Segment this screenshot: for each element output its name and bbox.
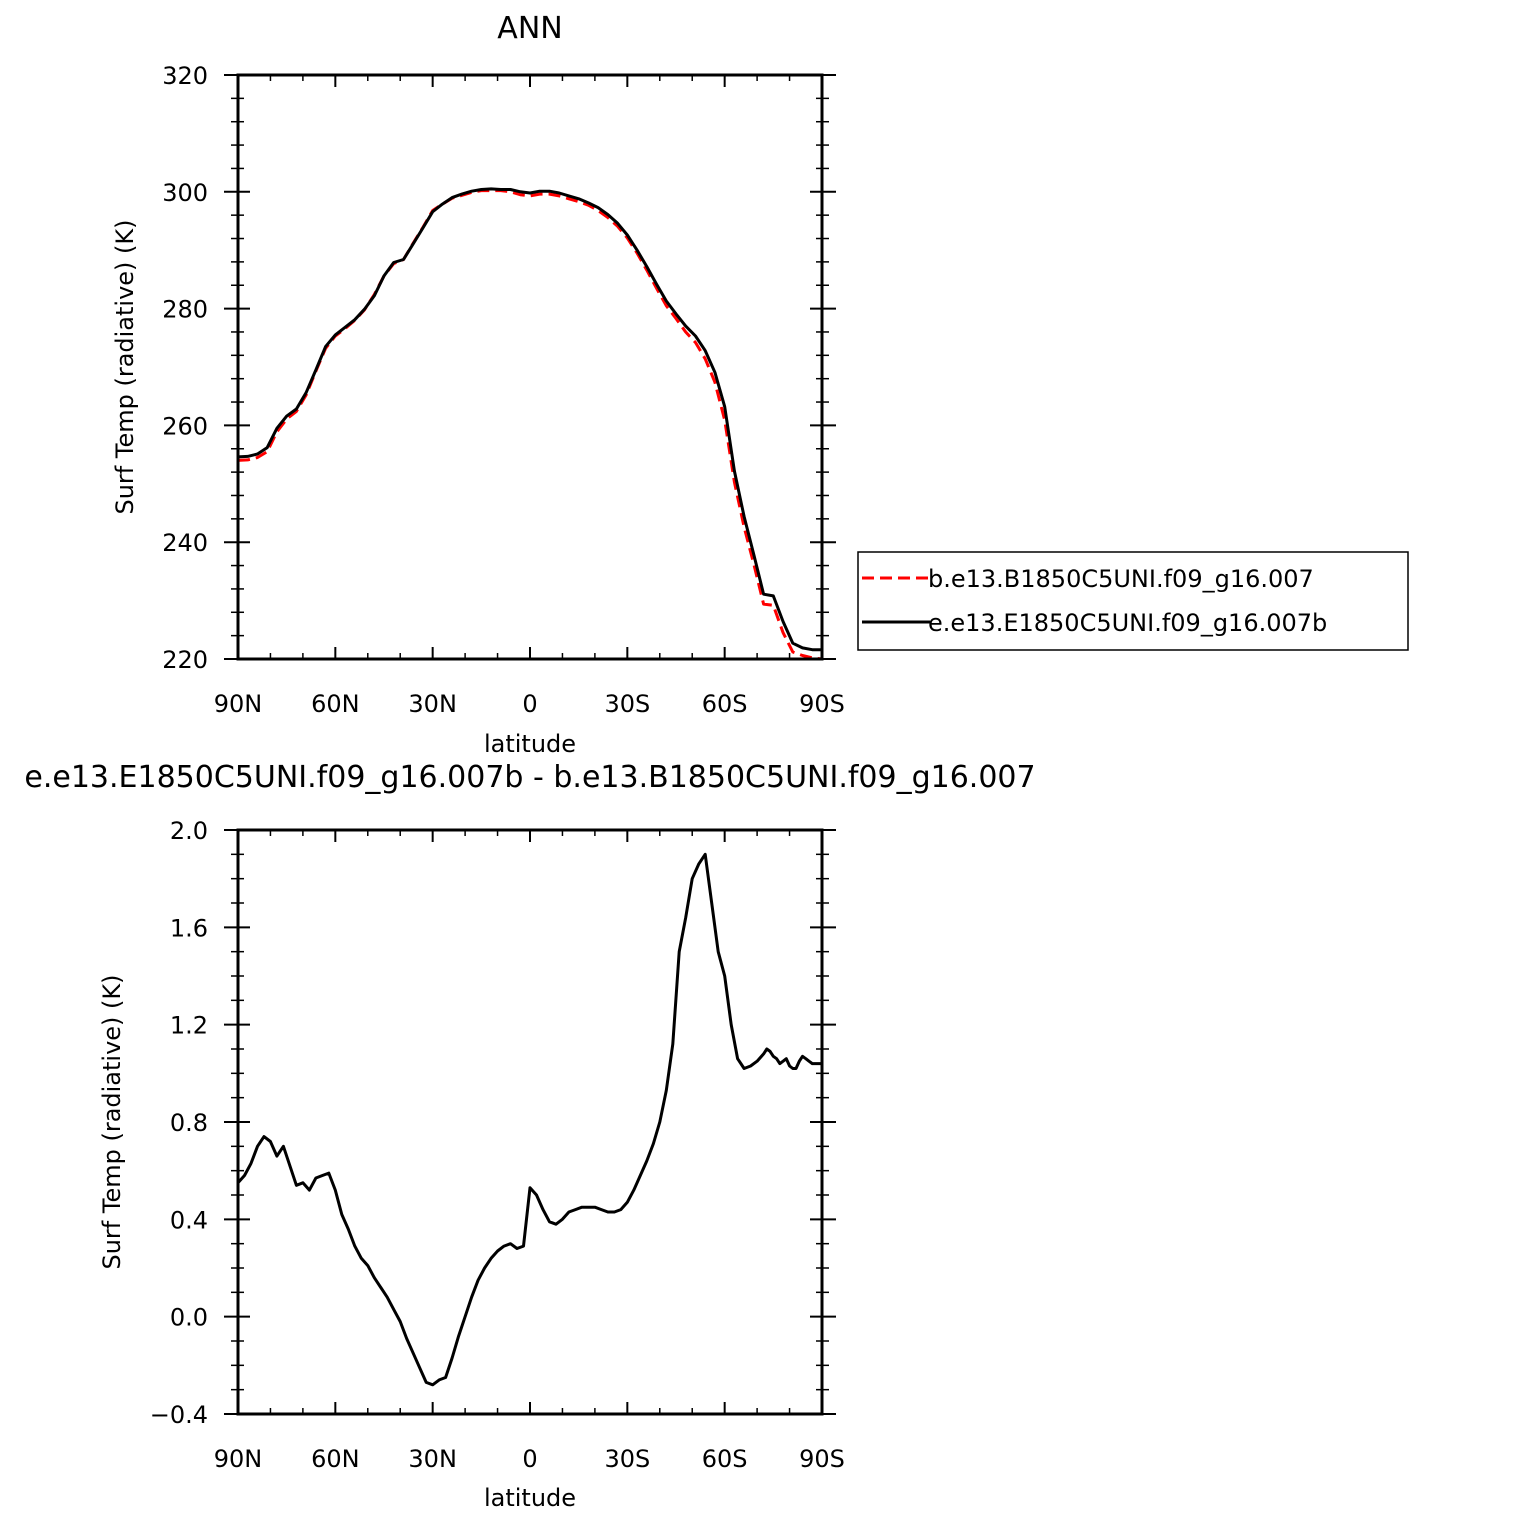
x-tick-label: 30N [408, 1445, 457, 1473]
top-panel: ANN latitude Surf Temp (radiative) (K) 9… [111, 11, 845, 758]
bottom-plot-frame [236, 828, 824, 1416]
x-tick-label: 90N [214, 690, 263, 718]
y-tick-label: 2.0 [170, 817, 208, 845]
x-tick-label: 0 [522, 690, 537, 718]
x-tick-label: 30S [604, 690, 650, 718]
y-tick-label: 1.2 [170, 1012, 208, 1040]
bottom-axis-ticks: 90N 60N 30N 0 30S 60S 90S 2.0 1.6 1.2 0.8 0.4 0.0 −0.… [150, 817, 845, 1473]
top-chart-title: ANN [497, 11, 562, 46]
x-tick-label: 90N [214, 1445, 263, 1473]
top-series-lines [237, 187, 823, 661]
top-axis-ticks: 90N 60N 30N 0 30S 60S 90S 320 300 280 260 240 220 [162, 62, 845, 718]
bottom-y-axis-label: Surf Temp (radiative) (K) [98, 974, 126, 1269]
legend-entry-1: e.e13.E1850C5UNI.f09_g16.007b [928, 609, 1327, 637]
bottom-x-axis-label: latitude [484, 1484, 576, 1512]
top-x-axis-label: latitude [484, 730, 576, 758]
y-tick-label: 0.8 [170, 1109, 208, 1137]
top-plot-frame [236, 73, 824, 661]
y-tick-label: 260 [162, 412, 208, 440]
x-tick-label: 60N [311, 690, 360, 718]
y-tick-label: 0.0 [170, 1304, 208, 1332]
legend: b.e13.B1850C5UNI.f09_g16.007 e.e13.E1850… [857, 551, 1409, 651]
bottom-panel: e.e13.E1850C5UNI.f09_g16.007b - b.e13.B1… [24, 760, 1035, 1512]
y-tick-label: 1.6 [170, 914, 208, 942]
series-line-1 [237, 187, 822, 652]
y-tick-label: 0.4 [170, 1206, 208, 1234]
x-tick-label: 60S [702, 1445, 748, 1473]
y-tick-label: −0.4 [150, 1401, 208, 1429]
y-tick-label: 240 [162, 529, 208, 557]
x-tick-label: 0 [522, 1445, 537, 1473]
y-tick-label: 320 [162, 62, 208, 90]
x-tick-label: 90S [799, 1445, 845, 1473]
bottom-chart-title: e.e13.E1850C5UNI.f09_g16.007b - b.e13.B1… [24, 760, 1035, 795]
y-tick-label: 300 [162, 179, 208, 207]
y-tick-label: 280 [162, 296, 208, 324]
top-y-axis-label: Surf Temp (radiative) (K) [111, 219, 139, 514]
x-tick-label: 30N [408, 690, 457, 718]
bottom-series-lines [236, 852, 822, 1387]
x-tick-label: 60S [702, 690, 748, 718]
x-tick-label: 90S [799, 690, 845, 718]
x-tick-label: 60N [311, 1445, 360, 1473]
legend-entry-0: b.e13.B1850C5UNI.f09_g16.007 [928, 565, 1314, 593]
legend-box [857, 551, 1409, 651]
series-line-0 [237, 189, 823, 661]
series-line-0 [236, 852, 822, 1387]
y-tick-label: 220 [162, 646, 208, 674]
x-tick-label: 30S [604, 1445, 650, 1473]
